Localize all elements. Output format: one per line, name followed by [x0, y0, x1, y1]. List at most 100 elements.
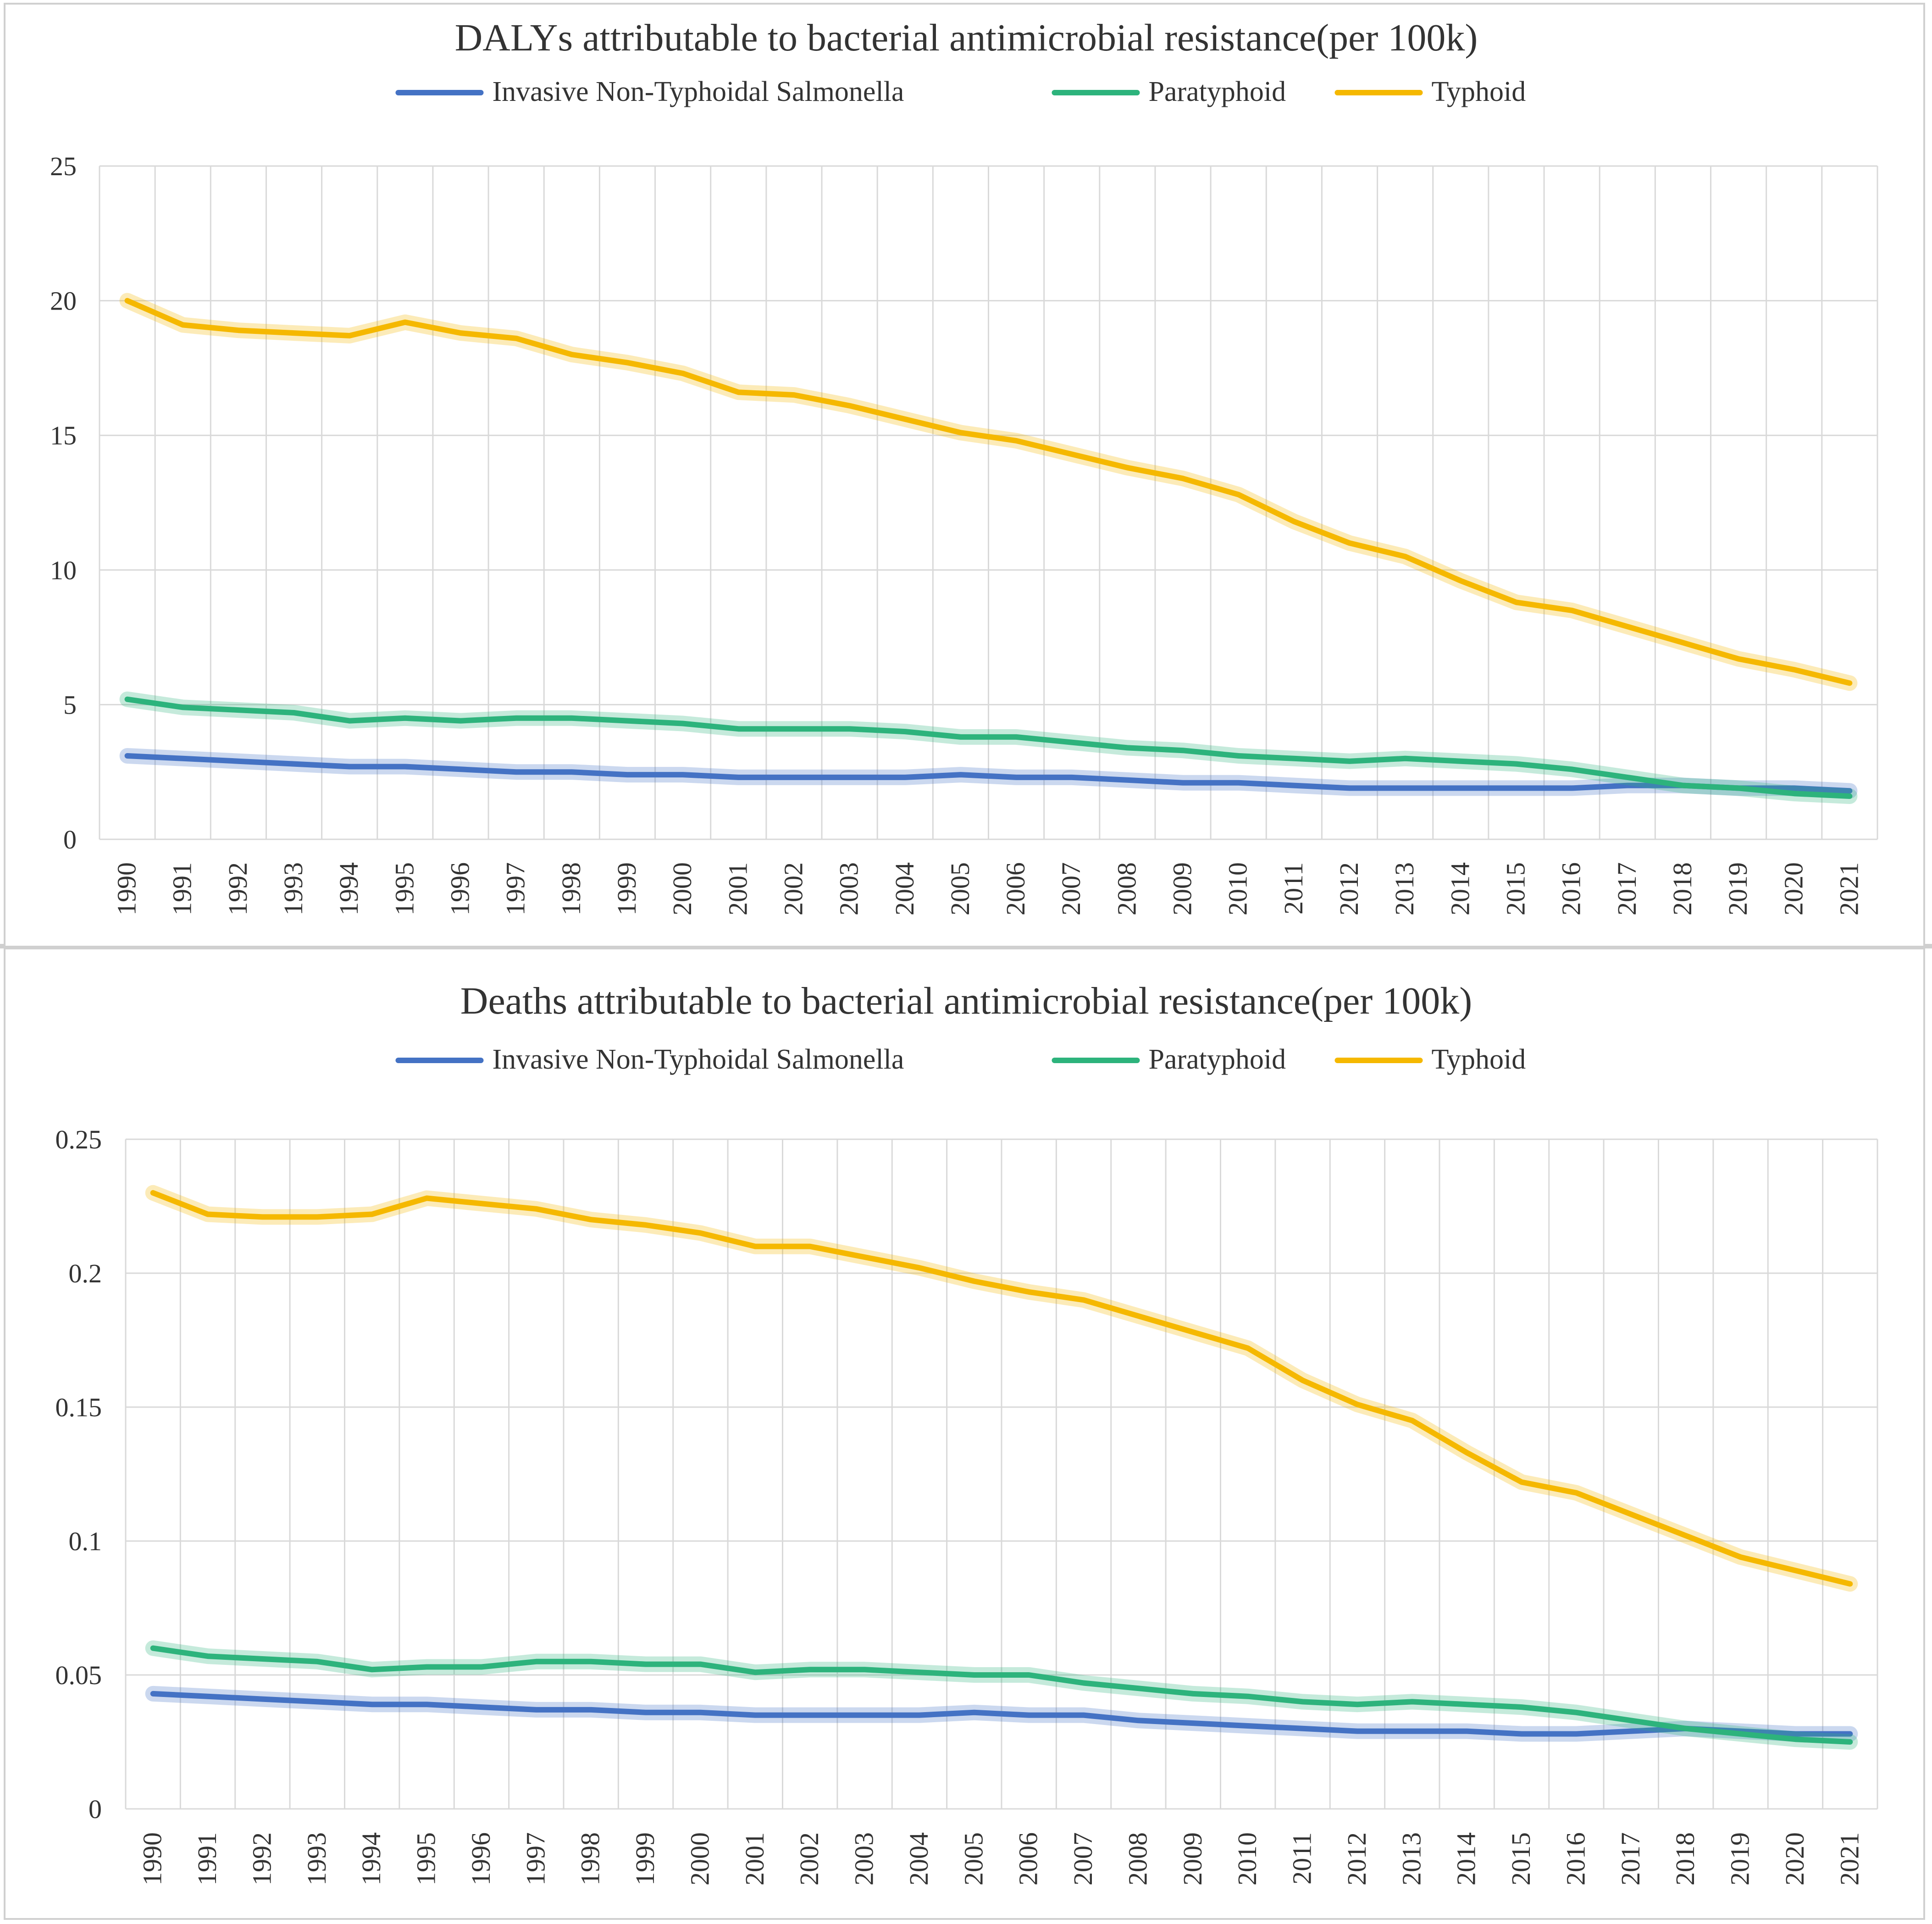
x-tick-label: 1994 — [334, 862, 364, 915]
data-point — [1410, 1418, 1415, 1423]
data-point — [1514, 786, 1519, 791]
data-point — [1680, 783, 1685, 788]
data-point — [902, 729, 908, 734]
data-point — [1847, 788, 1852, 793]
data-point — [315, 1699, 320, 1704]
x-tick-label: 2005 — [945, 862, 975, 915]
data-point — [1236, 780, 1241, 785]
x-tick-label: 2015 — [1506, 1832, 1536, 1885]
series-invasive-non-typhoidal-salmonella — [119, 748, 1858, 799]
legend-label: Paratyphoid — [1149, 76, 1286, 107]
data-point — [847, 726, 852, 732]
legend-item-paratyphoid: Paratyphoid — [1052, 76, 1286, 107]
data-point — [180, 705, 185, 710]
data-point — [1410, 1699, 1415, 1704]
y-tick-label: 20 — [50, 286, 77, 316]
legend-label: Invasive Non-Typhoidal Salmonella — [493, 76, 904, 107]
data-point — [736, 726, 741, 732]
x-tick-label: 2012 — [1334, 862, 1364, 915]
data-point — [205, 1694, 210, 1699]
data-point — [1793, 1731, 1798, 1736]
data-point — [1464, 1702, 1469, 1707]
data-point — [1792, 667, 1797, 672]
data-point — [236, 759, 241, 764]
data-point — [588, 1707, 593, 1712]
legend-item-typhoid: Typhoid — [1334, 76, 1526, 107]
x-tick-label: 1994 — [356, 1832, 386, 1885]
data-point — [1625, 783, 1630, 788]
data-point — [403, 764, 408, 769]
y-tick-label: 0.25 — [55, 1125, 102, 1154]
data-point — [1519, 1480, 1524, 1485]
legend-label: Typhoid — [1432, 1044, 1526, 1075]
data-point — [917, 1265, 922, 1270]
data-point — [847, 775, 852, 780]
data-point — [1026, 1673, 1031, 1677]
data-point — [1355, 1729, 1360, 1734]
x-tick-label: 2016 — [1561, 1832, 1590, 1885]
x-tick-label: 2019 — [1723, 862, 1753, 915]
data-point — [1347, 786, 1352, 791]
data-point — [1180, 748, 1185, 753]
data-point — [1136, 1686, 1141, 1691]
data-point — [1519, 1731, 1524, 1736]
data-point — [1848, 1731, 1853, 1736]
data-point — [1236, 492, 1241, 497]
y-tick-label: 0.05 — [55, 1660, 102, 1690]
x-tick-label: 2012 — [1342, 1832, 1372, 1885]
data-point — [1014, 775, 1019, 780]
y-tick-label: 0.15 — [55, 1392, 102, 1422]
data-point — [150, 1691, 155, 1696]
data-point — [1125, 745, 1130, 750]
data-point — [588, 1217, 593, 1222]
data-point — [902, 775, 908, 780]
data-point — [808, 1713, 813, 1718]
x-tick-label: 1997 — [501, 862, 531, 915]
data-point — [1458, 786, 1463, 791]
data-point — [681, 371, 686, 376]
data-point — [236, 328, 241, 333]
x-tick-label: 2009 — [1178, 1832, 1207, 1885]
data-point — [1848, 1740, 1853, 1744]
data-point — [1190, 1330, 1196, 1335]
x-tick-label: 2019 — [1725, 1832, 1755, 1885]
series-typhoid — [119, 293, 1858, 691]
series-line — [124, 753, 1853, 794]
data-point — [1574, 1710, 1579, 1715]
x-tick-label: 2006 — [1013, 1832, 1043, 1885]
data-point — [902, 416, 908, 421]
data-point — [1792, 791, 1797, 796]
data-point — [1246, 1723, 1251, 1728]
x-tick-label: 2008 — [1123, 1832, 1152, 1885]
data-point — [1300, 1726, 1305, 1731]
x-tick-label: 2002 — [794, 1832, 824, 1885]
data-point — [292, 331, 297, 336]
data-point — [1190, 1691, 1196, 1696]
x-tick-label: 2003 — [834, 862, 864, 915]
legend-item-invasive-non-typhoidal-salmonella: Invasive Non-Typhoidal Salmonella — [395, 1044, 904, 1075]
data-point — [1236, 753, 1241, 758]
data-point — [1514, 761, 1519, 766]
data-point — [150, 1190, 155, 1195]
x-tick-label: 2016 — [1556, 862, 1586, 915]
x-tick-label: 1992 — [247, 1832, 277, 1885]
data-point — [315, 1659, 320, 1664]
data-point — [862, 1254, 867, 1259]
data-point — [1291, 519, 1296, 524]
data-point — [847, 403, 852, 408]
deaths-chart-panel: Deaths attributable to bacterial antimic… — [4, 948, 1925, 1920]
data-point — [292, 761, 297, 766]
data-point — [1125, 777, 1130, 782]
x-tick-label: 1995 — [389, 862, 419, 915]
data-point — [1458, 578, 1463, 583]
data-point — [1300, 1378, 1305, 1383]
data-point — [1683, 1726, 1688, 1731]
legend-label: Invasive Non-Typhoidal Salmonella — [493, 1044, 904, 1075]
x-tick-label: 2006 — [1001, 862, 1030, 915]
data-point — [792, 726, 797, 732]
data-point — [458, 767, 463, 772]
data-point — [681, 721, 686, 726]
y-tick-label: 0 — [63, 825, 77, 854]
chart-title: DALYs attributable to bacterial antimicr… — [455, 17, 1478, 59]
data-point — [1514, 600, 1519, 605]
